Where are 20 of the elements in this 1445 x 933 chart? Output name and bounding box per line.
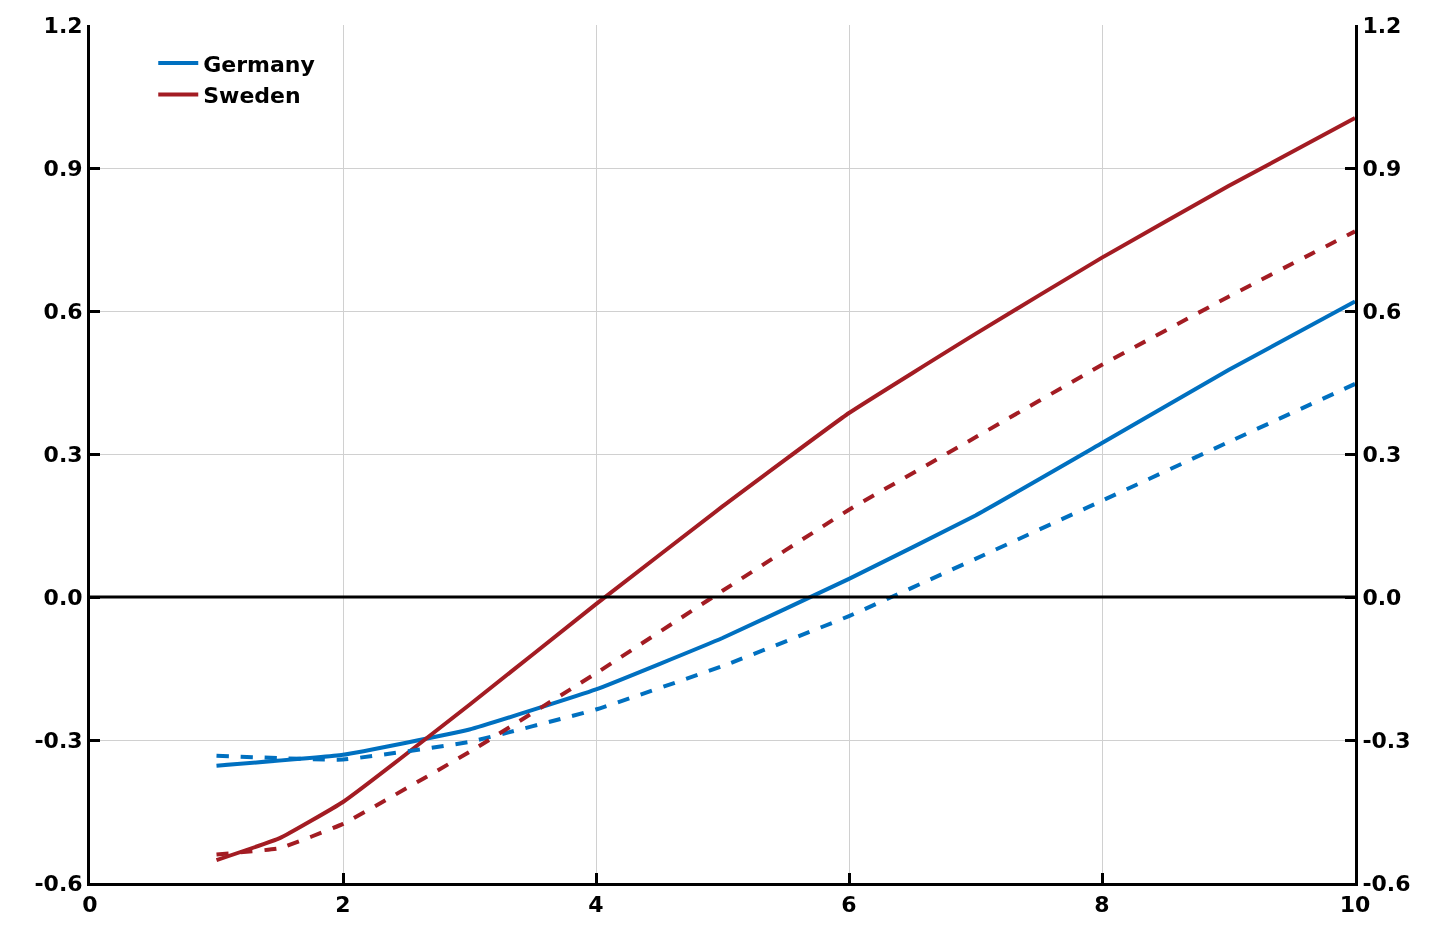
x-tick-label: 2 bbox=[335, 892, 351, 918]
y-tick-label: -0.3 bbox=[34, 727, 83, 753]
y2-tick-label: 1.2 bbox=[1362, 12, 1402, 38]
y2-tick-label: 0.9 bbox=[1362, 155, 1402, 181]
y2-tick-label: -0.3 bbox=[1362, 727, 1411, 753]
y2-tick-label: 0.3 bbox=[1362, 441, 1402, 467]
x-tick-label: 4 bbox=[588, 892, 604, 918]
y-tick-label: 1.2 bbox=[43, 12, 83, 38]
x-tick-label: 6 bbox=[841, 892, 857, 918]
y2-tick-label: 0.6 bbox=[1362, 298, 1402, 324]
y-tick-label: -0.6 bbox=[34, 870, 83, 896]
legend-label: Sweden bbox=[203, 83, 301, 109]
y-tick-label: 0.3 bbox=[43, 441, 83, 467]
y2-tick-label: 0.0 bbox=[1362, 584, 1402, 610]
y-tick-label: 0.9 bbox=[43, 155, 83, 181]
legend-label: Germany bbox=[203, 51, 315, 77]
y-tick-label: 0.0 bbox=[43, 584, 83, 610]
x-tick-label: 0 bbox=[82, 892, 98, 918]
x-tick-label: 8 bbox=[1094, 892, 1110, 918]
y-tick-label: 0.6 bbox=[43, 298, 83, 324]
